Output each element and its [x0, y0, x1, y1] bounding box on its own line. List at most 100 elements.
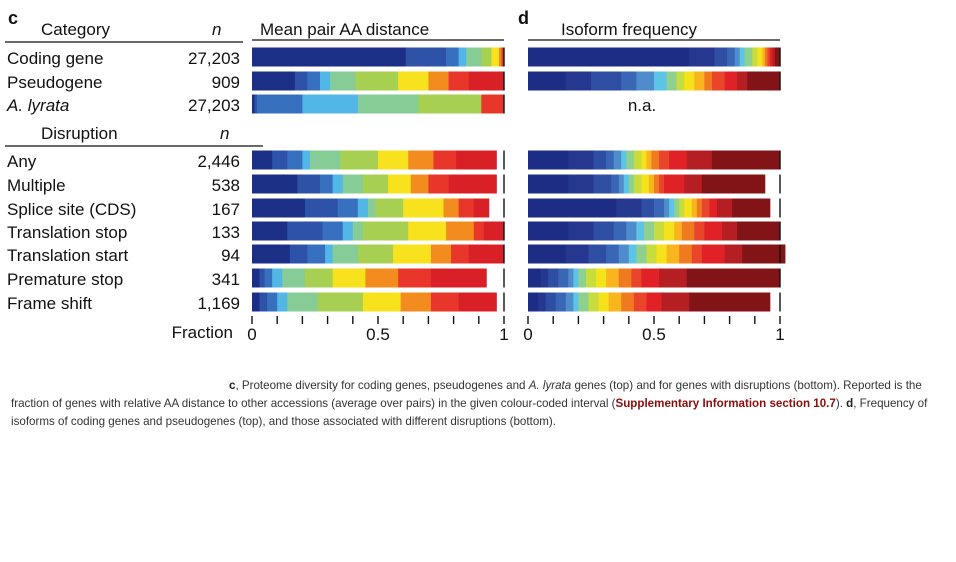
row-n-splice-site-cds: 167	[212, 200, 240, 219]
panel-d-bar-premature-stop-seg-12	[641, 268, 660, 288]
panel-c-bar-premature-stop-seg-6	[332, 268, 366, 288]
panel-d-bar-premature-stop-seg-11	[631, 268, 642, 288]
panel-d-bar-coding-gene-seg-8	[757, 47, 763, 67]
panel-c-bar-premature-stop-seg-1	[259, 268, 265, 288]
panel-c-bar-frame-shift-seg-4	[287, 292, 318, 312]
panel-d-bar-frame-shift-seg-11	[633, 292, 647, 312]
panel-c-bar-translation-stop-seg-1	[287, 221, 323, 241]
panel-c-bar-pseudogene-seg-3	[320, 71, 331, 91]
panel-c-bar-frame-shift-seg-7	[400, 292, 432, 312]
panel-d-bar-translation-start-seg-6	[636, 244, 647, 264]
panel-d-bar-splice-site-cds-seg-1	[616, 198, 642, 218]
panel-d-bar-translation-start-seg-8	[656, 244, 667, 264]
panel-d-bar-splice-site-cds-seg-6	[674, 198, 680, 218]
panel-c-title: Mean pair AA distance	[260, 20, 429, 39]
panel-d-bar-premature-stop-seg-4	[568, 268, 574, 288]
panel-c-bar-coding-gene-seg-3	[458, 47, 467, 67]
panel-d-bar-coding-gene-seg-0	[528, 47, 690, 67]
panel-d-bar-frame-shift-seg-1	[538, 292, 547, 312]
panel-c-bar-frame-shift-seg-6	[362, 292, 402, 312]
panel-c-bar-pseudogene-seg-6	[398, 71, 429, 91]
panel-c-bar-splice-site-cds-seg-2	[337, 198, 359, 218]
panel-d-bar-translation-stop-seg-3	[613, 221, 627, 241]
panel-d-bar-translation-start-seg-7	[646, 244, 657, 264]
panel-d-bar-pseudogene-seg-7	[676, 71, 685, 91]
panel-d-bar-multiple-seg-9	[648, 174, 655, 194]
panel-d-bar-multiple-seg-14	[701, 174, 766, 194]
panel-d-bar-coding-gene-seg-3	[727, 47, 736, 67]
panel-c-bar-premature-stop-seg-0	[252, 268, 260, 288]
panel-c-bar-multiple-seg-9	[448, 174, 497, 194]
caption-c-italic: A. lyrata	[528, 379, 572, 392]
panel-c-bar-a-lyrata-seg-5	[418, 94, 482, 114]
panel-d-bar-pseudogene-seg-0	[528, 71, 567, 91]
panel-d-bar-premature-stop-seg-3	[558, 268, 569, 288]
row-n-any: 2,446	[197, 152, 240, 171]
panel-c-bar-translation-start-seg-1	[289, 244, 308, 264]
panel-c-bar-premature-stop-seg-9	[430, 268, 487, 288]
row-label-a-lyrata: A. lyrata	[6, 96, 69, 115]
panel-c-bar-any-seg-7	[408, 150, 434, 170]
panel-d-bar-any-seg-0	[528, 150, 569, 170]
panel-c-bar-translation-stop-seg-3	[342, 221, 354, 241]
panel-c-bar-splice-site-cds-seg-0	[252, 198, 306, 218]
panel-d-bar-pseudogene-seg-10	[704, 71, 713, 91]
panel-c-bar-pseudogene-seg-1	[294, 71, 308, 91]
panel-d-bar-premature-stop-seg-0	[528, 268, 541, 288]
panel-c-bar-pseudogene-seg-7	[428, 71, 449, 91]
panel-c-bar-splice-site-cds-seg-5	[375, 198, 404, 218]
panel-d-bar-frame-shift-seg-14	[689, 292, 771, 312]
disruption-n-header: n	[220, 124, 229, 143]
panel-d-bar-any-seg-6	[626, 150, 635, 170]
panel-d-bar-frame-shift-seg-3	[555, 292, 567, 312]
panel-c-bar-any-seg-9	[456, 150, 497, 170]
row-label-any: Any	[7, 152, 37, 171]
panel-d-bar-pseudogene-seg-2	[591, 71, 622, 91]
caption-d-label: d	[846, 397, 854, 410]
panel-c-bar-translation-stop-seg-2	[322, 221, 344, 241]
panel-d-bar-coding-gene-seg-11	[767, 47, 771, 67]
row-n-translation-stop: 133	[212, 223, 240, 242]
panel-c-tick-label-0: 0	[247, 325, 256, 344]
panel-c-bar-a-lyrata-seg-1	[254, 94, 258, 114]
panel-d-bar-translation-stop-seg-9	[674, 221, 683, 241]
panel-c-bar-multiple-seg-6	[388, 174, 412, 194]
panel-d-bar-frame-shift-seg-4	[565, 292, 574, 312]
panel-c-tick-label-2: 1	[499, 325, 508, 344]
panel-d-bar-splice-site-cds-seg-11	[701, 198, 710, 218]
panel-d-bar-premature-stop-seg-5	[573, 268, 579, 288]
panel-c-bar-pseudogene-seg-4	[330, 71, 356, 91]
panel-d-bar-premature-stop-seg-7	[585, 268, 597, 288]
panel-c-bar-translation-stop-seg-6	[408, 221, 447, 241]
row-label-pseudogene: Pseudogene	[7, 73, 102, 92]
panel-d-bar-splice-site-cds-seg-0	[528, 198, 617, 218]
panel-c-bar-any-seg-1	[272, 150, 288, 170]
panel-d-bar-coding-gene-seg-1	[689, 47, 715, 67]
panel-c-bar-a-lyrata-seg-4	[357, 94, 419, 114]
panel-d-bar-pseudogene-seg-4	[636, 71, 655, 91]
panel-d-bar-multiple-seg-0	[528, 174, 569, 194]
panel-d-bar-splice-site-cds-seg-12	[709, 198, 718, 218]
panel-d-bar-translation-stop-seg-10	[681, 221, 695, 241]
panel-d-bar-frame-shift-seg-13	[661, 292, 690, 312]
panel-c-bar-multiple-seg-2	[320, 174, 334, 194]
x-axis-label: Fraction	[172, 323, 233, 342]
panel-d-bar-splice-site-cds-seg-10	[696, 198, 703, 218]
panel-d-bar-coding-gene-seg-9	[762, 47, 766, 67]
panel-d-bar-translation-stop-seg-8	[664, 221, 675, 241]
panel-d-tick-label-0: 0	[523, 325, 532, 344]
panel-c-bar-translation-start-seg-5	[357, 244, 394, 264]
panel-d-bar-premature-stop-seg-9	[606, 268, 620, 288]
panel-c-bar-translation-start-seg-4	[332, 244, 359, 264]
figure: c Category n Mean pair AA distance d Iso…	[5, 8, 786, 344]
panel-c-bar-multiple-seg-8	[428, 174, 449, 194]
panel-c-bar-translation-start-seg-7	[430, 244, 452, 264]
row-label-splice-site-cds: Splice site (CDS)	[7, 200, 136, 219]
panel-d-bar-frame-shift-seg-10	[621, 292, 635, 312]
panel-d-bar-coding-gene-seg-5	[739, 47, 746, 67]
panel-d-bar-translation-start-seg-0	[528, 244, 567, 264]
category-header: Category	[41, 20, 110, 39]
panel-c-bar-pseudogene-seg-5	[355, 71, 399, 91]
panel-d-bar-premature-stop-seg-1	[540, 268, 549, 288]
supplementary-link[interactable]: Supplementary Information section 10.7	[615, 397, 836, 410]
